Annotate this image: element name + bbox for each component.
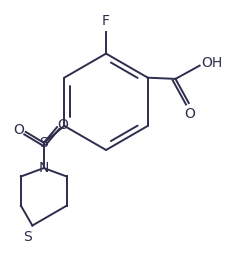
Text: S: S — [23, 230, 32, 244]
Text: O: O — [57, 118, 68, 132]
Text: F: F — [102, 14, 110, 28]
Text: O: O — [13, 123, 24, 137]
Text: S: S — [40, 136, 48, 150]
Text: N: N — [39, 161, 49, 175]
Text: OH: OH — [201, 56, 222, 70]
Text: O: O — [185, 107, 195, 121]
